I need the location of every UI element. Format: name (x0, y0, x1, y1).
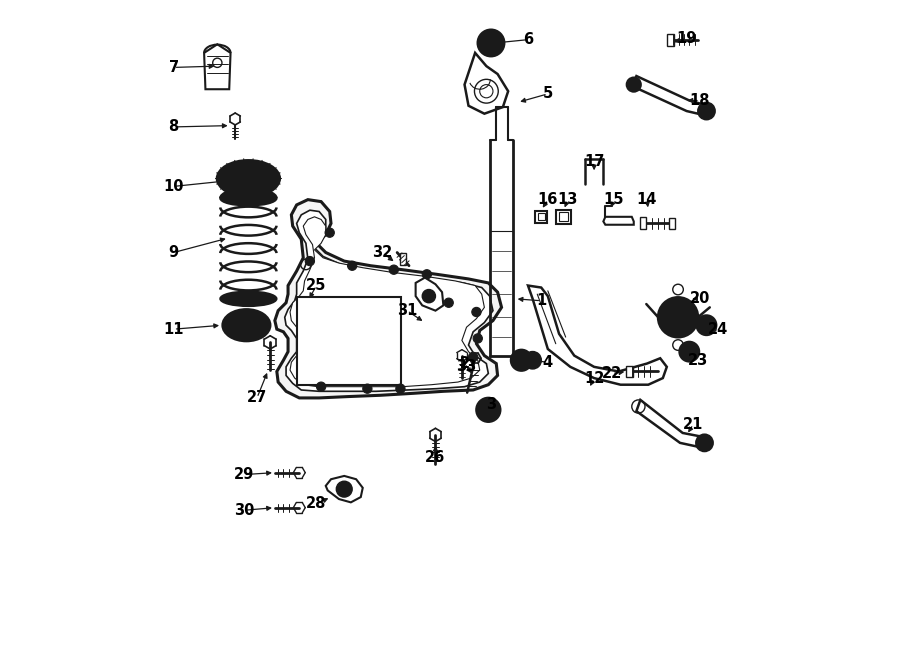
Bar (536, 211, 547, 223)
Text: 27: 27 (247, 391, 267, 405)
Circle shape (422, 290, 436, 303)
Circle shape (696, 434, 713, 451)
Circle shape (478, 30, 504, 56)
Circle shape (473, 334, 482, 343)
Text: 5: 5 (543, 87, 553, 101)
Ellipse shape (220, 292, 276, 306)
Ellipse shape (222, 309, 270, 341)
Text: 28: 28 (306, 496, 327, 511)
Text: 29: 29 (234, 467, 254, 482)
Bar (400, 253, 407, 265)
Circle shape (317, 382, 326, 391)
Text: 23: 23 (688, 353, 708, 368)
Text: 26: 26 (426, 450, 446, 465)
Text: 3: 3 (486, 397, 496, 412)
Text: 25: 25 (306, 278, 327, 293)
Polygon shape (632, 76, 707, 116)
Ellipse shape (220, 191, 276, 206)
Circle shape (396, 384, 405, 393)
Text: 33: 33 (456, 360, 477, 374)
Bar (559, 212, 568, 221)
Circle shape (469, 352, 478, 362)
Text: 16: 16 (537, 192, 558, 207)
Text: 15: 15 (604, 192, 625, 207)
Circle shape (511, 350, 532, 371)
Circle shape (337, 481, 352, 497)
Text: 1: 1 (536, 293, 546, 308)
Bar (640, 217, 646, 229)
Circle shape (363, 384, 372, 393)
Text: 19: 19 (677, 31, 697, 46)
Text: 10: 10 (164, 179, 184, 194)
Circle shape (476, 398, 500, 422)
Bar (556, 210, 571, 224)
Polygon shape (636, 400, 706, 448)
Polygon shape (204, 44, 230, 89)
Text: 31: 31 (397, 303, 418, 318)
Text: 12: 12 (584, 371, 604, 385)
Text: 8: 8 (168, 120, 179, 134)
Bar (668, 34, 674, 46)
Polygon shape (464, 53, 508, 114)
Circle shape (422, 270, 431, 279)
Ellipse shape (217, 161, 280, 197)
Polygon shape (603, 217, 634, 225)
Text: 14: 14 (637, 192, 657, 207)
Polygon shape (274, 200, 501, 398)
Bar (537, 213, 544, 220)
Text: 9: 9 (168, 245, 179, 260)
Bar (670, 218, 675, 229)
Text: 6: 6 (523, 32, 533, 47)
Circle shape (658, 297, 698, 337)
Text: 21: 21 (683, 417, 704, 432)
Text: 20: 20 (689, 292, 710, 306)
Text: 4: 4 (543, 355, 553, 369)
Bar (626, 366, 633, 377)
Circle shape (697, 315, 716, 335)
Circle shape (698, 102, 716, 120)
Text: 18: 18 (689, 93, 710, 108)
Text: 13: 13 (557, 192, 578, 207)
Bar (297, 297, 401, 385)
Polygon shape (326, 476, 363, 502)
Circle shape (680, 342, 699, 362)
Text: 32: 32 (373, 245, 392, 260)
Text: 17: 17 (584, 155, 604, 169)
Text: 24: 24 (707, 322, 728, 336)
Circle shape (472, 307, 482, 317)
Text: 11: 11 (164, 322, 184, 336)
Polygon shape (416, 278, 444, 311)
Polygon shape (528, 286, 667, 385)
Circle shape (389, 265, 399, 274)
Circle shape (347, 261, 356, 270)
Circle shape (305, 256, 314, 266)
Polygon shape (284, 210, 493, 391)
Text: 2: 2 (460, 356, 470, 371)
Circle shape (626, 77, 641, 92)
Text: 30: 30 (234, 503, 254, 518)
Text: 7: 7 (168, 60, 179, 75)
Circle shape (524, 352, 541, 369)
Text: 22: 22 (602, 366, 622, 381)
Circle shape (325, 228, 334, 237)
Circle shape (444, 298, 454, 307)
Polygon shape (290, 217, 484, 387)
